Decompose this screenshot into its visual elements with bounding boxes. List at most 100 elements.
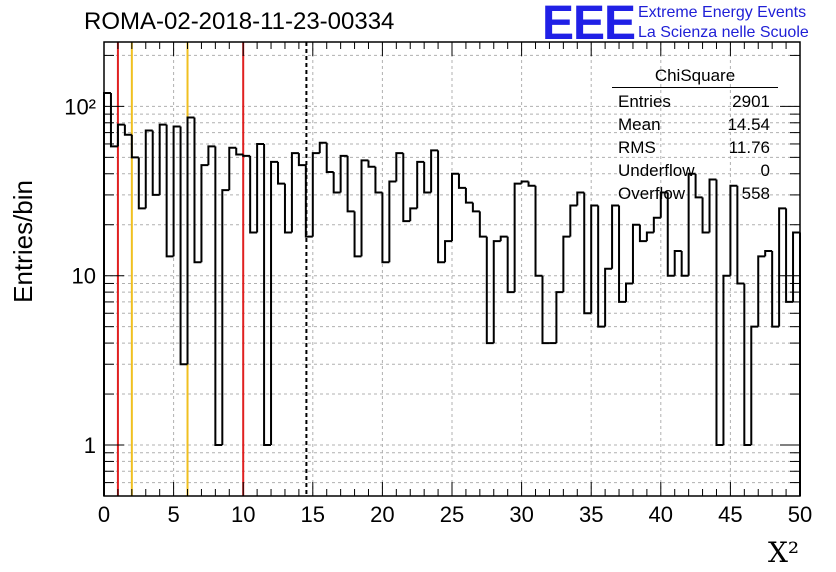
stats-label: Overflow — [618, 184, 686, 203]
stats-value: 0 — [760, 161, 770, 180]
histogram-bin — [374, 166, 383, 194]
stats-value: 11.76 — [728, 138, 770, 157]
stats-label: Underflow — [618, 161, 695, 180]
logo-line-2: La Scienza nelle Scuole — [638, 24, 809, 41]
stats-row-entries: Entries 2901 — [612, 90, 778, 113]
histogram-bin — [339, 154, 348, 193]
stats-box: ChiSquare Entries 2901 Mean 14.54 RMS 11… — [612, 66, 778, 205]
histogram-bin — [485, 236, 494, 345]
stats-box-title: ChiSquare — [612, 66, 778, 88]
histogram-bin — [708, 178, 717, 233]
histogram-bin — [130, 134, 139, 159]
histogram-bin — [492, 240, 501, 344]
histogram-bin — [346, 155, 355, 213]
histogram-bin — [792, 231, 800, 302]
histogram-bin — [562, 235, 571, 293]
stats-label: RMS — [618, 138, 656, 157]
histogram-bin — [256, 142, 265, 233]
histogram-bin — [388, 180, 397, 263]
histogram-bin — [631, 223, 640, 284]
histogram-bin — [478, 211, 487, 238]
histogram-bin — [743, 283, 752, 447]
x-tick-label: 40 — [649, 502, 673, 527]
histogram-bin — [464, 187, 473, 204]
x-tick-label: 15 — [301, 502, 325, 527]
x-tick-label: 10 — [231, 502, 255, 527]
histogram-bin — [694, 173, 703, 199]
histogram-bin — [471, 202, 480, 213]
histogram-bin — [666, 192, 675, 277]
x-tick-label: 0 — [98, 502, 110, 527]
histogram-bin — [597, 205, 606, 328]
histogram-bin — [569, 204, 578, 237]
x-tick-label: 45 — [718, 502, 742, 527]
histogram-bin — [764, 249, 773, 257]
histogram-bin — [297, 153, 306, 167]
x-tick-label: 5 — [167, 502, 179, 527]
histogram-bin — [771, 250, 780, 328]
histogram-bin — [193, 117, 202, 264]
histogram-bin — [235, 147, 244, 156]
histogram-bin — [409, 207, 418, 222]
histogram-bin — [290, 152, 299, 233]
y-tick-label: 1 — [84, 433, 96, 458]
histogram-bin — [457, 173, 466, 189]
x-tick-label: 25 — [440, 502, 464, 527]
histogram-bin — [242, 154, 251, 157]
histogram-bin — [715, 179, 724, 447]
histogram-bin — [590, 204, 599, 314]
histogram-bin — [652, 216, 661, 233]
histogram-bin — [311, 152, 320, 237]
chart-title: ROMA-02-2018-11-23-00334 — [84, 8, 395, 35]
histogram-bin — [360, 159, 369, 257]
histogram-bin — [186, 116, 195, 365]
histogram-bin — [116, 123, 125, 147]
stats-row-overflow: Overflow 558 — [612, 182, 778, 205]
histogram-bin — [534, 185, 543, 277]
y-tick-label: 10 — [72, 264, 96, 289]
histogram-bin — [395, 152, 404, 182]
stats-row-rms: RMS 11.76 — [612, 136, 778, 159]
histogram-bin — [109, 92, 118, 148]
histogram-bin — [228, 146, 237, 191]
stats-label: Entries — [618, 92, 671, 111]
histogram-bin — [353, 211, 362, 258]
histogram-bin — [506, 236, 515, 294]
histogram-bin — [318, 141, 327, 154]
stats-row-underflow: Underflow 0 — [612, 159, 778, 182]
x-tick-label: 20 — [370, 502, 394, 527]
histogram-bin — [785, 208, 794, 303]
x-axis-label: X² — [768, 536, 800, 569]
x-tick-label: 50 — [788, 502, 812, 527]
histogram-bin — [437, 150, 446, 264]
histogram-bin — [444, 240, 452, 263]
histogram-bin — [451, 172, 459, 242]
histogram-bin — [151, 130, 160, 196]
histogram-bin — [645, 231, 654, 242]
histogram-bin — [200, 164, 209, 263]
histogram-bin — [520, 180, 529, 184]
histogram-bin — [687, 172, 696, 276]
histogram-bin — [750, 325, 759, 446]
histogram-bin — [604, 267, 613, 327]
histogram-bin — [137, 157, 146, 210]
x-tick-label: 35 — [579, 502, 603, 527]
histogram-bin — [381, 192, 390, 264]
histogram-bin — [158, 123, 167, 195]
histogram-bin — [270, 160, 278, 446]
eee-logo: EEE — [542, 0, 636, 50]
histogram-bin — [277, 161, 285, 185]
histogram-bin — [221, 189, 230, 446]
histogram-bin — [416, 160, 425, 209]
histogram-bin — [757, 255, 766, 327]
histogram-bin — [332, 171, 341, 194]
histogram-bin — [729, 184, 738, 276]
histogram-bin — [513, 182, 522, 293]
histogram-bin — [367, 160, 376, 168]
histogram-bin — [499, 235, 508, 242]
stats-value: 558 — [741, 184, 770, 203]
histogram-bin — [179, 126, 188, 366]
histogram-bin — [625, 282, 633, 302]
histogram-bin — [430, 149, 439, 193]
